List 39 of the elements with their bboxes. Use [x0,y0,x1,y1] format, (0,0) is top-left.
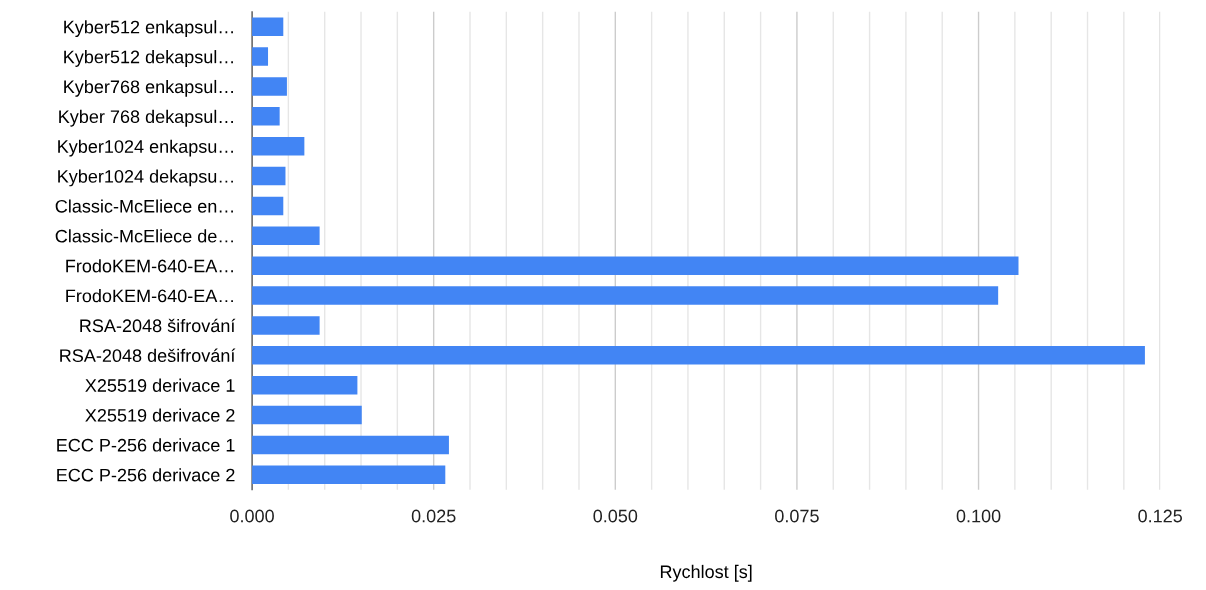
bar [252,465,446,485]
y-tick-label: FrodoKEM-640-EA… [66,259,233,273]
bar [252,256,1019,275]
bar [252,17,284,36]
bar [252,196,284,216]
bar [252,166,286,186]
x-tick-label: 0.025 [411,509,456,523]
x-tick-label: 0.050 [593,509,638,523]
y-tick-label: FrodoKEM-640-EA… [66,289,233,303]
bar [252,107,280,126]
bar [252,316,320,335]
x-axis-title: Rychlost [s] [660,564,752,582]
y-tick-label: RSA-2048 dešifrování [60,348,236,363]
bar [252,346,1145,365]
y-tick-label: RSA-2048 šifrování [80,318,236,333]
y-tick-label: Kyber 768 dekapsul… [59,109,233,127]
x-tick-label: 0.000 [230,509,274,523]
bar [252,435,449,455]
y-tick-label: Kyber512 enkapsul… [64,20,233,38]
y-tick-label: Kyber512 dekapsul… [64,50,233,67]
x-tick-label: 0.075 [775,509,819,523]
bar [252,226,320,246]
y-tick-label: Kyber1024 dekapsu… [58,169,233,187]
y-tick-label: ECC P-256 derivace 2 [57,468,235,482]
y-tick-label: X25519 derivace 2 [85,408,235,422]
x-tick-label: 0.125 [1138,509,1183,523]
y-tick-label: Classic-McEliece de… [55,229,233,243]
bar [252,136,305,156]
bar [252,375,358,395]
y-tick-label: Kyber768 enkapsul… [64,79,233,97]
y-tick-label: Kyber1024 enkapsu… [58,139,233,157]
y-tick-label: Classic-McEliece en… [55,199,233,213]
y-tick-label: ECC P-256 derivace 1 [57,438,235,452]
bar [252,47,269,66]
bar [252,405,362,425]
bar [252,286,999,305]
x-tick-label: 0.100 [956,509,1001,523]
bar [252,77,287,96]
y-tick-label: X25519 derivace 1 [85,378,235,392]
